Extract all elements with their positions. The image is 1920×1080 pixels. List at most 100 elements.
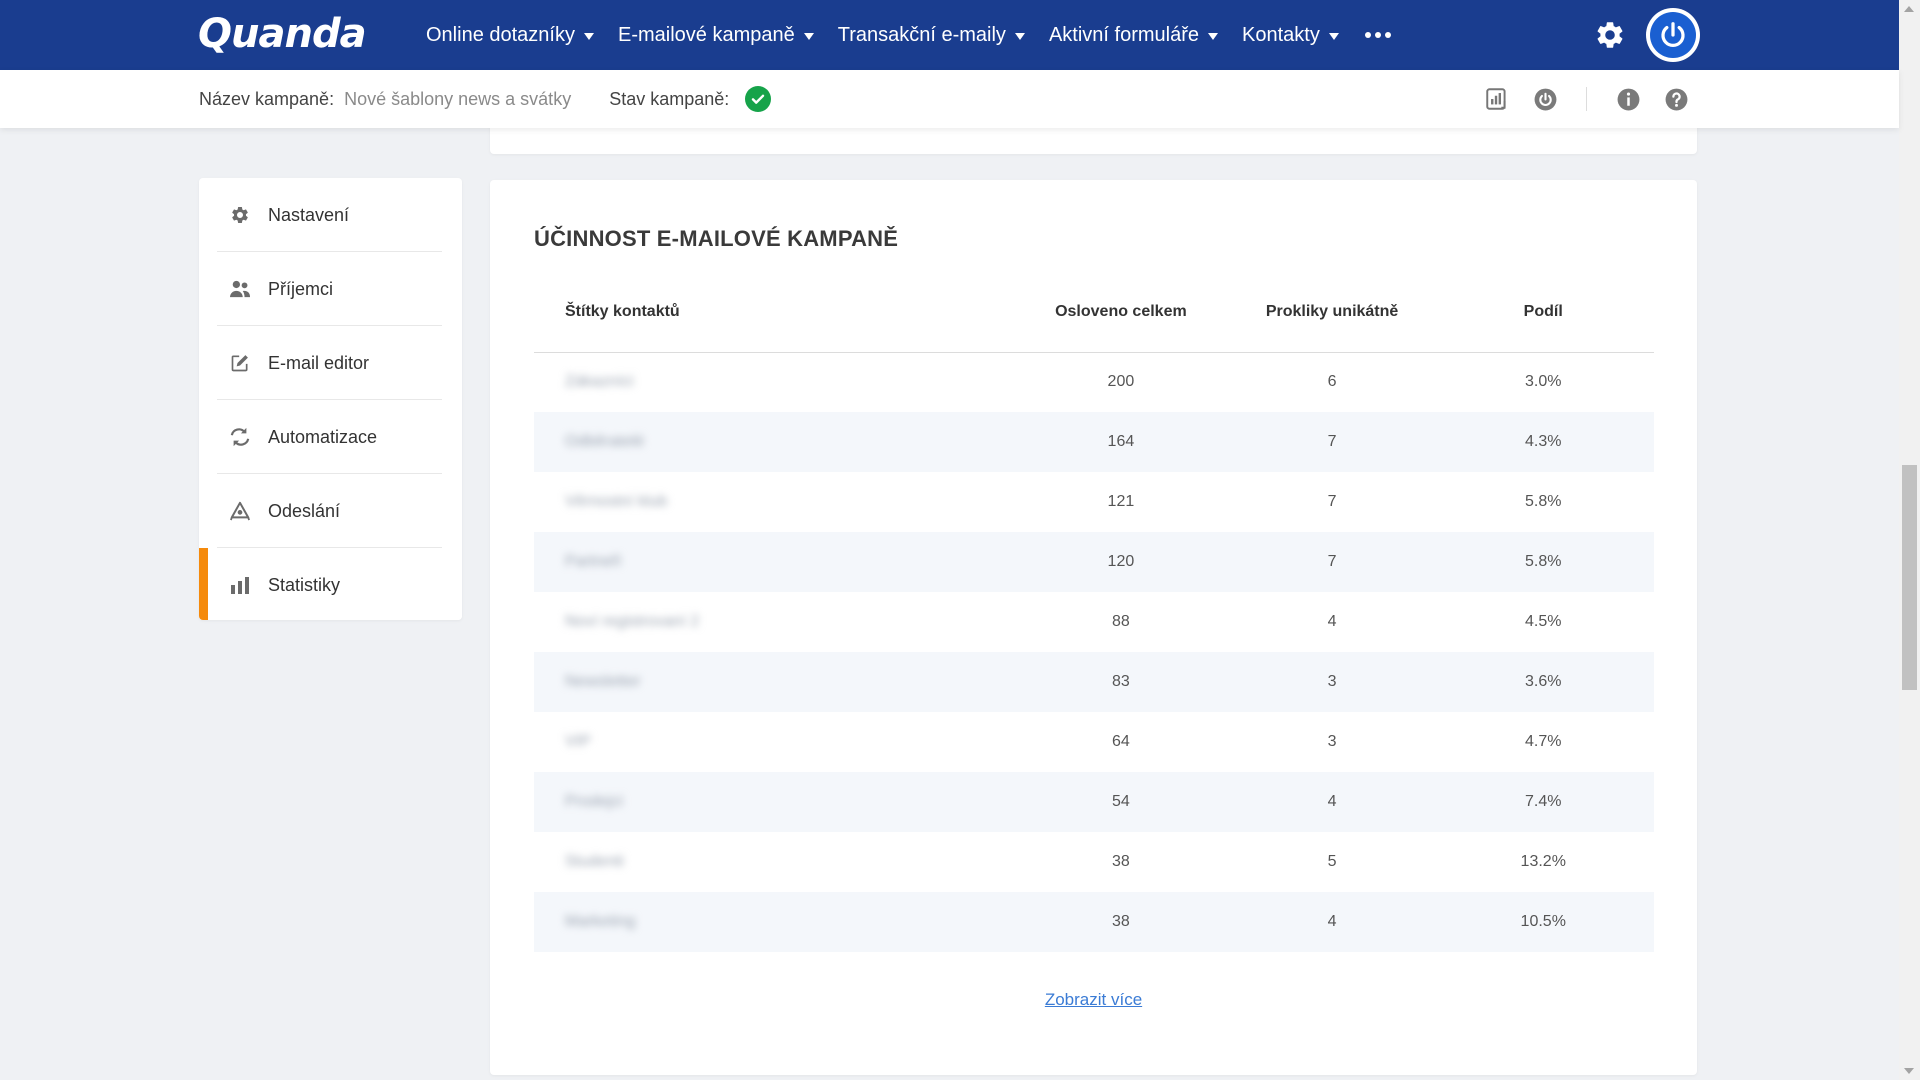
caret-down-icon	[1014, 32, 1025, 40]
page-scrollbar[interactable]	[1899, 0, 1920, 1080]
share-cell: 4.7%	[1525, 733, 1562, 750]
info-icon[interactable]	[1615, 86, 1641, 112]
nav-item-label: E-mailové kampaně	[617, 23, 795, 46]
contact-tag: Zákazníci	[565, 373, 634, 391]
power-icon[interactable]	[1646, 8, 1700, 62]
gear-icon	[229, 204, 251, 226]
table-header-row: Štítky kontaktů Osloveno celkem Prokliky…	[534, 272, 1654, 353]
nav-email-campaigns[interactable]: E-mailové kampaně	[618, 24, 814, 47]
table-row: VIP 64 3 4.7%	[534, 712, 1654, 772]
table-row: Zákazníci 200 6 3.0%	[534, 352, 1654, 412]
campaign-sidebar: Nastavení Příjemci E-mail editor	[199, 178, 462, 620]
users-icon	[229, 278, 251, 300]
sidebar-item-statistics[interactable]: Statistiky	[199, 548, 462, 620]
clicks-cell: 7	[1327, 493, 1337, 510]
column-header-total[interactable]: Osloveno celkem	[1010, 272, 1232, 353]
total-cell: 164	[1010, 412, 1232, 472]
scrollbar-thumb[interactable]	[1902, 465, 1917, 690]
column-header-clicks[interactable]: Prokliky unikátně	[1231, 272, 1433, 353]
campaign-status-label: Stav kampaně:	[609, 88, 730, 109]
share-cell: 7.4%	[1432, 772, 1654, 832]
total-cell: 88	[1112, 613, 1130, 630]
clicks-cell: 4	[1327, 613, 1337, 630]
sidebar-item-recipients[interactable]: Příjemci	[199, 252, 462, 326]
caret-down-icon	[803, 32, 814, 40]
top-navbar: Quanda Online dotazníky E-mailové kampan…	[0, 0, 1899, 70]
nav-active-forms[interactable]: Aktivní formuláře	[1049, 24, 1218, 47]
sidebar-item-email-editor[interactable]: E-mail editor	[199, 326, 462, 400]
total-cell: 54	[1010, 772, 1232, 832]
report-icon[interactable]	[1484, 86, 1510, 112]
help-icon[interactable]	[1663, 86, 1689, 112]
share-cell: 3.0%	[1525, 373, 1562, 391]
clicks-cell: 4	[1231, 772, 1433, 832]
card-title: ÚČINNOST E-MAILOVÉ KAMPANĚ	[534, 226, 899, 251]
quanda-logo[interactable]: Quanda	[198, 11, 367, 57]
ellipsis-icon[interactable]	[1363, 26, 1393, 44]
share-cell: 10.5%	[1432, 892, 1654, 952]
total-cell: 38	[1112, 853, 1130, 870]
column-header-share[interactable]: Podíl	[1432, 272, 1654, 353]
share-cell: 3.6%	[1432, 652, 1654, 712]
contact-tag: Studenti	[565, 853, 624, 870]
sidebar-item-settings[interactable]: Nastavení	[199, 178, 462, 252]
table-row: Odběratelé 164 7 4.3%	[534, 412, 1654, 472]
sidebar-item-label: Nastavení	[268, 204, 350, 225]
contact-tag: Marketing	[565, 913, 636, 930]
table-row: Marketing 38 4 10.5%	[534, 892, 1654, 952]
share-cell: 4.3%	[1432, 412, 1654, 472]
nav-transactional-emails[interactable]: Transakční e-maily	[838, 24, 1025, 47]
send-icon	[229, 500, 251, 522]
campaign-name-label: Název kampaně:	[199, 88, 335, 109]
sidebar-item-label: Odeslání	[268, 500, 341, 521]
gear-icon[interactable]	[1594, 19, 1626, 51]
main-menu: Online dotazníky E-mailové kampaně Trans…	[426, 0, 1393, 70]
contact-tag: Odběratelé	[565, 433, 645, 450]
nav-item-label: Online dotazníky	[426, 23, 575, 46]
sidebar-item-label: Příjemci	[268, 278, 334, 299]
refresh-icon	[229, 426, 251, 448]
table-row: Studenti 38 5 13.2%	[534, 832, 1654, 892]
nav-online-surveys[interactable]: Online dotazníky	[426, 24, 594, 47]
campaign-header: Název kampaně: Nové šablony news a svátk…	[0, 70, 1899, 128]
bar-chart-icon	[229, 574, 251, 596]
clicks-cell: 3	[1327, 733, 1337, 750]
sidebar-item-sending[interactable]: Odeslání	[199, 474, 462, 548]
caret-down-icon	[583, 32, 594, 40]
table-row: Noví registrovaní 2 88 4 4.5%	[534, 592, 1654, 652]
table-row: Prodejci 54 4 7.4%	[534, 772, 1654, 832]
campaign-name-value: Nové šablony news a svátky	[344, 88, 572, 109]
check-circle-icon	[745, 86, 772, 112]
contact-tag: Věrnostní klub	[565, 493, 668, 510]
nav-item-label: Aktivní formuláře	[1048, 23, 1199, 46]
caret-down-icon	[1328, 32, 1339, 40]
column-header-tags[interactable]: Štítky kontaktů	[534, 272, 1011, 353]
share-cell: 5.8%	[1432, 532, 1654, 592]
total-cell: 64	[1112, 733, 1130, 750]
nav-contacts[interactable]: Kontakty	[1242, 24, 1339, 47]
sidebar-item-automation[interactable]: Automatizace	[199, 400, 462, 474]
total-cell: 200	[1107, 373, 1135, 391]
share-cell: 5.8%	[1525, 493, 1562, 510]
toolbar-divider	[1586, 87, 1587, 111]
share-cell: 4.5%	[1525, 613, 1562, 630]
contact-tag: VIP	[565, 733, 591, 750]
clicks-cell: 6	[1327, 373, 1337, 391]
nav-item-label: Transakční e-maily	[837, 23, 1006, 46]
table-row: Věrnostní klub 121 7 5.8%	[534, 472, 1654, 532]
total-cell: 120	[1010, 532, 1232, 592]
edit-icon	[229, 352, 251, 374]
clicks-cell: 3	[1231, 652, 1433, 712]
scroll-down-arrow-icon[interactable]	[1904, 1068, 1914, 1074]
power-icon[interactable]	[1532, 86, 1558, 112]
show-more-link[interactable]: Zobrazit více	[1044, 990, 1143, 1009]
table-row: Newsletter 83 3 3.6%	[534, 652, 1654, 712]
clicks-cell: 5	[1327, 853, 1337, 870]
total-cell: 83	[1010, 652, 1232, 712]
scroll-up-arrow-icon[interactable]	[1904, 6, 1914, 12]
nav-item-label: Kontakty	[1242, 23, 1320, 46]
show-more-container: Zobrazit více	[490, 990, 1697, 1010]
contact-tag: Noví registrovaní 2	[565, 613, 700, 630]
stats-table: Štítky kontaktů Osloveno celkem Prokliky…	[534, 272, 1654, 952]
total-cell: 38	[1010, 892, 1232, 952]
